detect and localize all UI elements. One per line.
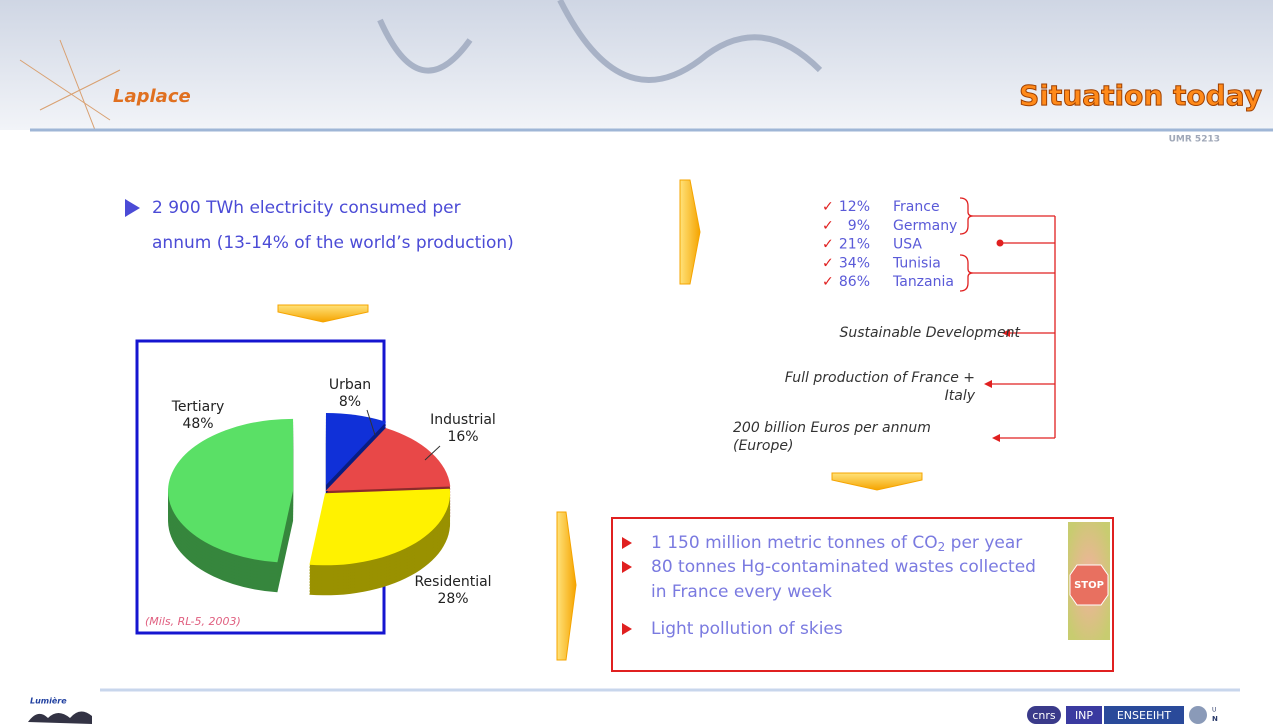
slide-title: Situation today bbox=[1019, 79, 1262, 112]
footer-logo: Lumière bbox=[30, 696, 67, 706]
country-share: 9% bbox=[848, 218, 870, 234]
slice-label: Industrial bbox=[430, 412, 496, 428]
down-arrow bbox=[832, 473, 922, 490]
connector-dot bbox=[997, 240, 1004, 247]
slice-value: 8% bbox=[339, 394, 361, 410]
impact: in France every week bbox=[651, 582, 832, 602]
slice-value: 16% bbox=[447, 429, 478, 445]
intro-line: 2 900 TWh electricity consumed per bbox=[152, 198, 461, 218]
country-list: ✓ 12% France ✓ 9% Germany ✓ 21% USA ✓ 34% Tunisia ✓ 8… bbox=[822, 199, 957, 290]
stop-text: STOP bbox=[1074, 580, 1104, 591]
impact: 1 150 million metric tonnes of CO2 per y… bbox=[651, 533, 1022, 554]
note: Full production of France + bbox=[785, 370, 975, 386]
logo-text: U bbox=[1212, 707, 1216, 714]
slide: Laplace Situation today UMR 5213 2 900 T… bbox=[0, 0, 1273, 724]
logo-text: N bbox=[1212, 715, 1218, 723]
note: Sustainable Development bbox=[839, 325, 1020, 341]
check: ✓ bbox=[822, 237, 834, 253]
down-arrow bbox=[278, 305, 368, 322]
check: ✓ bbox=[822, 255, 834, 271]
impact-text: per year bbox=[945, 533, 1022, 553]
slide-canvas: Laplace Situation today UMR 5213 2 900 T… bbox=[0, 0, 1273, 724]
slice-label: Residential bbox=[414, 574, 491, 590]
right-arrow bbox=[680, 180, 700, 284]
source: (Mils, RL-5, 2003) bbox=[145, 615, 241, 628]
slice-value: 28% bbox=[437, 591, 468, 607]
country-name: USA bbox=[893, 237, 922, 253]
country-share: 12% bbox=[839, 199, 870, 215]
country-share: 86% bbox=[839, 274, 870, 290]
bullet bbox=[125, 199, 140, 217]
connector-arrow bbox=[992, 434, 1000, 442]
unit-label: UMR 5213 bbox=[1169, 135, 1220, 145]
right-arrow bbox=[557, 512, 576, 660]
check: ✓ bbox=[822, 218, 834, 234]
impact: 80 tonnes Hg-contaminated wastes collect… bbox=[651, 557, 1036, 577]
country-share: 21% bbox=[839, 237, 870, 253]
logo-text: INP bbox=[1075, 709, 1093, 722]
country-name: France bbox=[893, 199, 940, 215]
impact-text: 1 150 million metric tonnes of CO bbox=[651, 533, 938, 553]
country-share: 34% bbox=[839, 255, 870, 271]
slice-label: Tertiary bbox=[171, 399, 225, 415]
country-name: Tunisia bbox=[892, 255, 941, 271]
impact: Light pollution of skies bbox=[651, 619, 843, 639]
logo-text: cnrs bbox=[1032, 709, 1056, 722]
slice-label: Urban bbox=[329, 377, 371, 393]
logo-text: Laplace bbox=[113, 86, 191, 107]
note: 200 billion Euros per annum bbox=[733, 420, 931, 436]
check: ✓ bbox=[822, 199, 834, 215]
logo-ut3 bbox=[1189, 706, 1207, 724]
footer-logo-shape bbox=[28, 711, 92, 724]
note: Italy bbox=[945, 388, 976, 404]
intro-line: annum (13-14% of the world’s production) bbox=[152, 233, 514, 253]
subscript: 2 bbox=[938, 540, 946, 554]
country-name: Tanzania bbox=[892, 274, 954, 290]
note: (Europe) bbox=[733, 438, 793, 454]
country-name: Germany bbox=[893, 218, 957, 234]
logo-text: ENSEEIHT bbox=[1117, 709, 1172, 722]
check: ✓ bbox=[822, 274, 834, 290]
connector-arrow bbox=[984, 380, 992, 388]
slice-value: 48% bbox=[182, 416, 213, 432]
